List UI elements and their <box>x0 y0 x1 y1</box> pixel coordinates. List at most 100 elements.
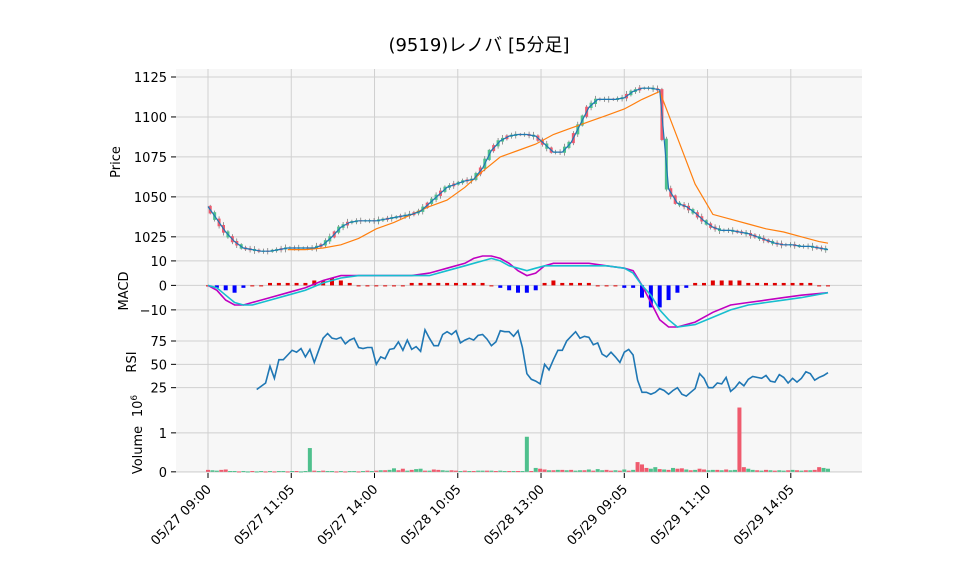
macd-hist-bar <box>471 282 476 286</box>
volume-bar <box>812 469 817 472</box>
macd-hist-bar <box>657 285 662 308</box>
volume-bar <box>671 467 675 472</box>
volume-bar <box>396 470 401 472</box>
macd-hist-bar <box>551 280 556 286</box>
price-ylabel: Price <box>109 146 124 178</box>
macd-hist-bar <box>383 285 388 287</box>
volume-bar <box>724 469 729 472</box>
volume-bar <box>405 470 410 472</box>
volume-bar <box>294 471 299 473</box>
macd-y-tick-label: 0 <box>159 279 167 294</box>
volume-bar <box>241 471 246 473</box>
volume-scale-base: 10 <box>131 401 146 418</box>
volume-bar <box>485 470 489 472</box>
volume-bar <box>507 471 512 473</box>
volume-bar <box>268 471 272 473</box>
volume-bar <box>400 468 405 472</box>
macd-hist-bar <box>445 282 450 286</box>
volume-bar <box>365 470 370 472</box>
macd-hist-bar <box>347 282 352 286</box>
volume-bar <box>237 471 241 473</box>
moving-average-line <box>287 90 829 251</box>
macd-hist-bar <box>524 285 529 293</box>
macd-hist-bar <box>799 282 804 286</box>
volume-bar <box>418 468 423 472</box>
price-y-tick-label: 1050 <box>134 191 167 206</box>
volume-bar <box>679 468 684 472</box>
macd-hist-bar <box>400 285 405 287</box>
volume-bar <box>684 469 689 472</box>
volume-bar <box>440 470 445 472</box>
macd-hist-bar <box>640 285 644 298</box>
volume-bar <box>786 470 791 472</box>
volume-bar <box>741 467 746 472</box>
volume-bar <box>803 470 808 472</box>
rsi-panel-bg <box>176 327 862 397</box>
macd-hist-bar <box>338 280 343 286</box>
volume-bar <box>254 471 259 473</box>
volume-bar <box>347 471 352 473</box>
x-tick-label: 05/27 11:05 <box>232 482 299 549</box>
macd-hist-bar <box>790 282 795 286</box>
volume-bar <box>644 467 649 472</box>
volume-bar <box>821 467 826 472</box>
macd-hist-bar <box>214 285 219 288</box>
volume-scale-exponent: 6 <box>130 395 140 401</box>
macd-hist-bar <box>772 282 777 286</box>
volume-bar <box>276 471 281 473</box>
macd-hist-bar <box>684 285 689 288</box>
volume-bar <box>626 470 631 472</box>
volume-bar <box>516 471 520 473</box>
volume-bar <box>423 470 427 472</box>
macd-hist-bar <box>755 282 760 286</box>
price-y-tick-label: 1025 <box>134 231 167 246</box>
macd-hist-bar <box>586 282 591 286</box>
volume-bar <box>299 471 303 473</box>
macd-hist-bar <box>737 280 742 286</box>
volume-bar <box>710 469 715 472</box>
macd-hist-bar <box>250 285 255 287</box>
volume-bar <box>657 469 662 472</box>
volume-bar <box>281 471 286 473</box>
volume-bar <box>569 469 574 472</box>
volume-bar <box>409 469 414 472</box>
macd-hist-bar <box>303 282 308 286</box>
macd-hist-bar <box>276 282 281 286</box>
volume-scale-label: 106 <box>130 395 146 418</box>
macd-hist-bar <box>808 282 813 286</box>
volume-panel-bg <box>176 397 862 473</box>
volume-bar <box>693 469 698 472</box>
volume-bar <box>480 470 485 472</box>
volume-bar <box>755 470 760 472</box>
volume-bar <box>595 469 600 472</box>
volume-bar <box>449 470 454 472</box>
volume-bar <box>688 470 693 472</box>
volume-bar <box>538 468 543 472</box>
volume-y-tick-label: 1 <box>159 427 167 442</box>
volume-bar <box>622 469 627 472</box>
volume-bar <box>321 470 326 472</box>
macd-hist-bar <box>702 282 706 286</box>
volume-bar <box>582 470 587 472</box>
rsi-y-tick-label: 50 <box>150 358 167 373</box>
x-tick-label: 05/29 09:05 <box>565 482 632 549</box>
macd-hist-bar <box>675 285 680 293</box>
macd-hist-bar <box>817 285 822 287</box>
volume-bar <box>675 468 680 472</box>
macd-hist-bar <box>533 285 538 291</box>
volume-bar <box>764 469 768 472</box>
volume-bar <box>511 471 516 473</box>
volume-bar <box>316 471 321 473</box>
macd-hist-bar <box>569 282 574 286</box>
volume-bar <box>352 471 357 473</box>
volume-bar <box>458 471 463 473</box>
volume-bar <box>808 470 813 472</box>
volume-bar <box>777 470 782 472</box>
macd-hist-bar <box>578 282 582 286</box>
volume-bar <box>586 469 591 472</box>
volume-bar <box>206 469 210 472</box>
macd-hist-bar <box>454 282 458 286</box>
macd-hist-bar <box>498 285 503 288</box>
volume-bar <box>312 470 317 472</box>
